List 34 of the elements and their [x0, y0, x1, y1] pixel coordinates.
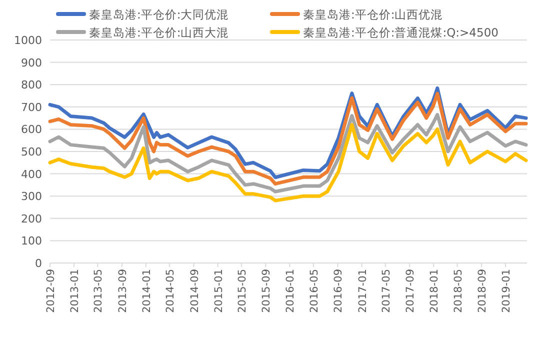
x-tick-label: 2016-01: [284, 269, 297, 313]
x-tick-label: 2015-01: [212, 269, 225, 313]
x-tick-label: 2017-09: [404, 269, 417, 313]
y-tick-label: 0: [35, 257, 42, 270]
x-tick-label: 2018-01: [428, 269, 441, 313]
x-tick-label: 2012-09: [45, 269, 57, 313]
x-tick-label: 2018-09: [476, 269, 489, 313]
x-tick-label: 2014-09: [188, 269, 201, 313]
y-tick-label: 800: [21, 78, 42, 92]
legend-label: 秦皇岛港:平仓价:大同优混: [89, 8, 229, 22]
x-tick-label: 2017-05: [380, 269, 392, 313]
y-tick-label: 200: [21, 212, 42, 226]
x-tick-label: 2013-09: [116, 269, 129, 313]
y-tick-label: 400: [21, 168, 42, 181]
x-tick-label: 2013-01: [69, 269, 82, 313]
x-tick-label: 2016-05: [308, 269, 321, 313]
x-tick-label: 2013-05: [92, 269, 105, 313]
y-tick-label: 100: [21, 234, 42, 248]
x-tick-label: 2016-09: [332, 269, 345, 313]
x-tick-label: 2014-05: [164, 269, 177, 313]
x-tick-label: 2015-05: [236, 269, 248, 313]
y-tick-label: 600: [21, 123, 42, 136]
legend-label: 秦皇岛港:平仓价:山西大混: [89, 26, 229, 40]
y-tick-label: 500: [21, 146, 42, 158]
x-tick-label: 2015-09: [260, 269, 273, 313]
legend-label: 秦皇岛港:平仓价:山西优混: [303, 8, 443, 22]
x-tick-label: 2017-01: [356, 269, 369, 313]
y-tick-label: 900: [21, 56, 42, 70]
x-tick-label: 2018-05: [452, 269, 464, 313]
x-tick-label: 2014-01: [140, 269, 153, 313]
y-tick-label: 1000: [14, 34, 42, 47]
y-tick-label: 700: [21, 100, 42, 114]
x-tick-label: 2019-01: [500, 269, 513, 313]
y-tick-label: 300: [21, 190, 42, 204]
